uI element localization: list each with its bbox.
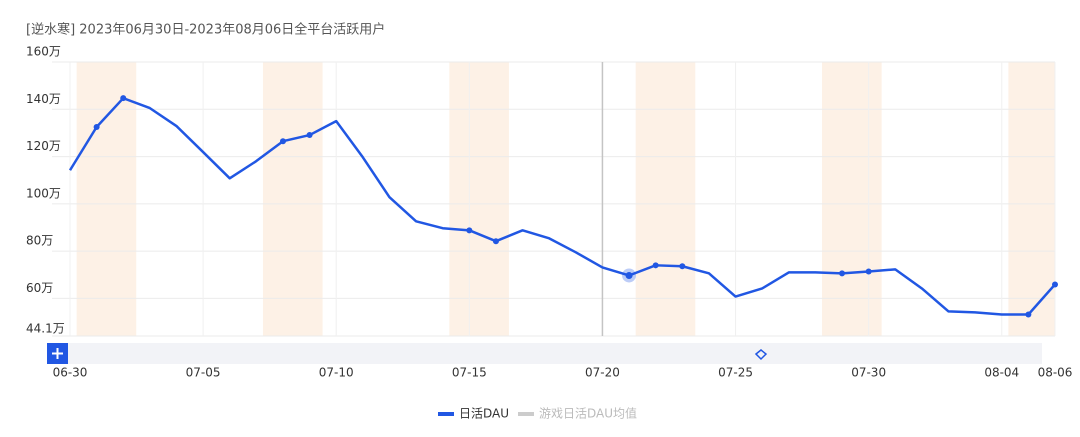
weekend-bands xyxy=(76,62,1055,336)
point xyxy=(839,270,846,277)
point xyxy=(492,238,499,245)
point xyxy=(652,262,659,269)
point xyxy=(865,268,872,275)
slider-handle[interactable] xyxy=(754,349,768,361)
y-tick-label: 140万 xyxy=(26,92,61,106)
weekend-band xyxy=(449,62,509,336)
legend-swatch xyxy=(518,412,534,416)
x-tick-label: 07-20 xyxy=(585,366,620,380)
weekend-band xyxy=(262,62,323,336)
point xyxy=(120,95,127,102)
point xyxy=(679,263,686,270)
y-tick-label: 80万 xyxy=(26,234,53,248)
legend-label: 游戏日活DAU均值 xyxy=(539,406,637,421)
point-active xyxy=(625,271,633,279)
point xyxy=(466,227,473,234)
grid: 44.1万 60万 80万 100万 120万 140万 160万 xyxy=(26,45,1056,337)
y-tick-label: 100万 xyxy=(26,186,61,200)
x-tick-label: 08-04 xyxy=(984,366,1019,380)
plot xyxy=(68,62,1058,336)
y-tick-label: 160万 xyxy=(26,45,61,59)
weekend-band xyxy=(1008,62,1055,336)
x-tick-label: 08-06 xyxy=(1038,366,1073,380)
line xyxy=(68,96,1056,316)
point xyxy=(1052,281,1058,288)
x-tick-label: 07-25 xyxy=(718,366,753,380)
x-tick-label: 07-05 xyxy=(186,366,221,380)
weekend-band xyxy=(76,62,137,336)
weekend-band xyxy=(635,62,696,336)
y-tick-label: 60万 xyxy=(26,281,53,295)
point xyxy=(1025,311,1032,318)
y-tick-label: 44.1万 xyxy=(26,322,65,336)
zoom-slider[interactable] xyxy=(47,343,1042,364)
legend-swatch xyxy=(438,412,454,416)
point xyxy=(306,132,313,139)
plus-icon xyxy=(52,348,63,359)
point xyxy=(93,124,100,131)
x-tick-label: 07-30 xyxy=(851,366,886,380)
x-tick-label: 07-15 xyxy=(452,366,487,380)
weekend-band xyxy=(822,62,882,336)
point xyxy=(279,138,286,145)
x-tick-label: 06-30 xyxy=(53,366,88,380)
x-tick-label: 07-10 xyxy=(319,366,354,380)
y-tick-label: 120万 xyxy=(26,139,61,153)
legend-label: 日活DAU xyxy=(459,407,509,421)
chart-title: [逆水寒] 2023年06月30日-2023年08月06日全平台活跃用户 xyxy=(26,22,385,38)
